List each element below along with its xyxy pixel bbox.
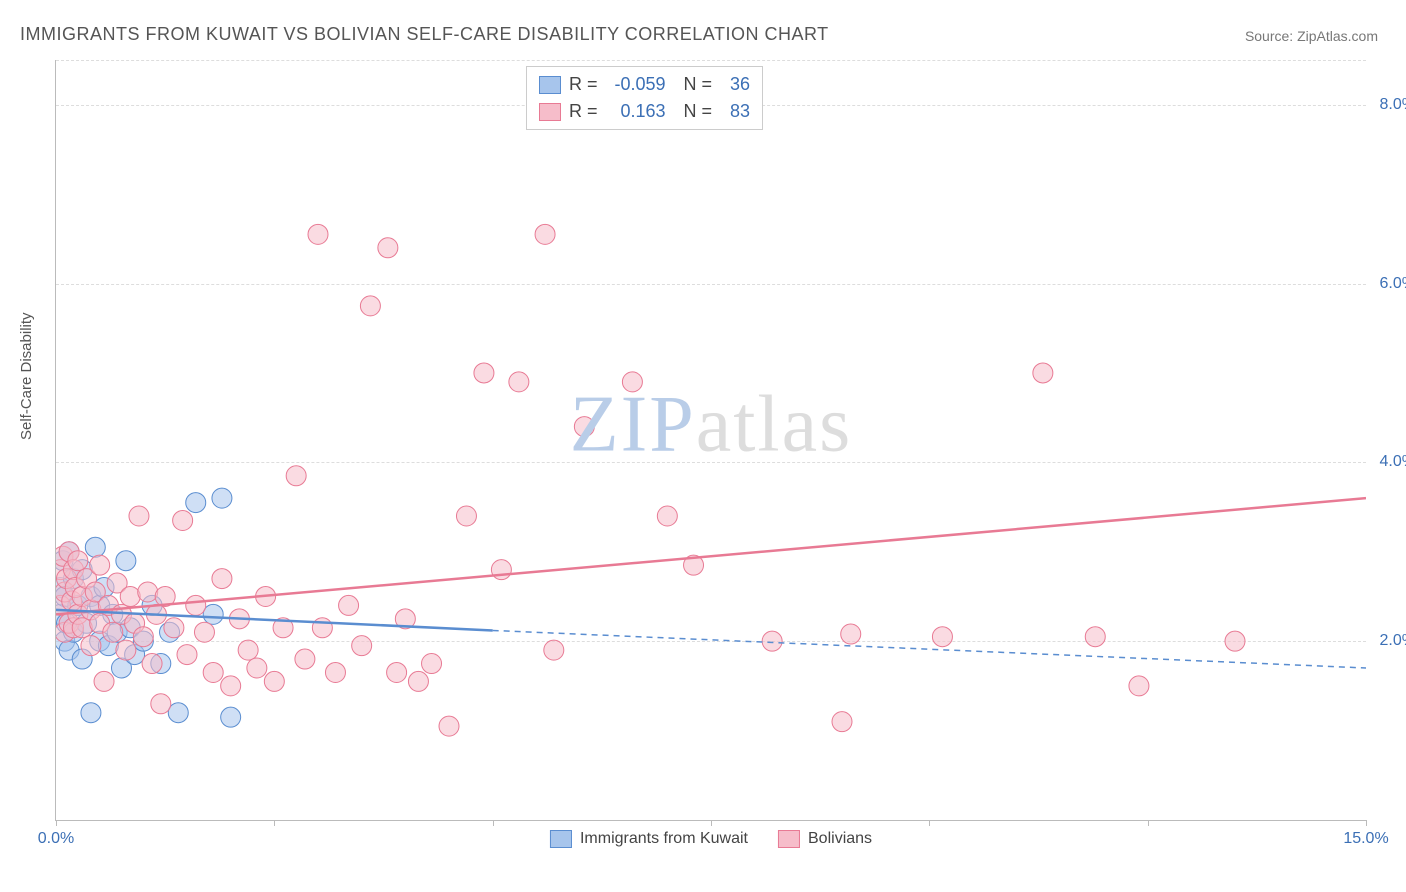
scatter-point-bolivians [657, 506, 677, 526]
scatter-point-kuwait [85, 537, 105, 557]
scatter-point-kuwait [116, 551, 136, 571]
chart-title: IMMIGRANTS FROM KUWAIT VS BOLIVIAN SELF-… [20, 24, 829, 45]
scatter-point-bolivians [120, 586, 140, 606]
scatter-point-bolivians [1085, 627, 1105, 647]
y-tick-label: 4.0% [1371, 453, 1406, 471]
swatch-kuwait [539, 76, 561, 94]
scatter-point-bolivians [456, 506, 476, 526]
scatter-point-bolivians [194, 622, 214, 642]
scatter-point-bolivians [312, 618, 332, 638]
scatter-point-bolivians [408, 671, 428, 691]
scatter-point-bolivians [186, 595, 206, 615]
scatter-point-bolivians [378, 238, 398, 258]
scatter-point-bolivians [387, 662, 407, 682]
legend-item-kuwait: Immigrants from Kuwait [550, 830, 748, 848]
scatter-point-bolivians [308, 224, 328, 244]
scatter-point-bolivians [352, 636, 372, 656]
swatch-bolivians [539, 103, 561, 121]
scatter-point-bolivians [286, 466, 306, 486]
scatter-point-kuwait [221, 707, 241, 727]
scatter-point-bolivians [173, 510, 193, 530]
scatter-point-bolivians [932, 627, 952, 647]
scatter-point-bolivians [339, 595, 359, 615]
x-tick-label: 0.0% [38, 830, 74, 848]
scatter-point-bolivians [212, 569, 232, 589]
scatter-point-bolivians [841, 624, 861, 644]
legend-item-bolivians: Bolivians [778, 830, 872, 848]
scatter-point-bolivians [221, 676, 241, 696]
x-tick [493, 820, 494, 826]
scatter-point-kuwait [212, 488, 232, 508]
legend-label: Immigrants from Kuwait [580, 830, 748, 848]
scatter-point-bolivians [164, 618, 184, 638]
y-tick-label: 2.0% [1371, 632, 1406, 650]
trendline-bolivians [56, 498, 1366, 614]
scatter-point-bolivians [68, 551, 88, 571]
scatter-point-bolivians [138, 582, 158, 602]
x-tick [1148, 820, 1149, 826]
scatter-point-bolivians [129, 506, 149, 526]
plot-area: ZIPatlas R = -0.059 N = 36 R = 0.163 N =… [55, 60, 1366, 821]
scatter-point-bolivians [264, 671, 284, 691]
scatter-point-bolivians [133, 627, 153, 647]
y-tick-label: 8.0% [1371, 96, 1406, 114]
scatter-point-bolivians [509, 372, 529, 392]
legend: Immigrants from Kuwait Bolivians [550, 830, 872, 848]
x-tick [56, 820, 57, 826]
legend-label: Bolivians [808, 830, 872, 848]
stats-row-bolivians: R = 0.163 N = 83 [539, 98, 750, 125]
scatter-point-bolivians [1225, 631, 1245, 651]
scatter-point-bolivians [535, 224, 555, 244]
scatter-point-bolivians [203, 662, 223, 682]
scatter-point-bolivians [94, 671, 114, 691]
scatter-point-bolivians [151, 694, 171, 714]
scatter-point-bolivians [177, 645, 197, 665]
legend-swatch-bolivians [778, 830, 800, 848]
scatter-point-bolivians [439, 716, 459, 736]
scatter-point-bolivians [762, 631, 782, 651]
scatter-point-bolivians [574, 417, 594, 437]
y-tick-label: 6.0% [1371, 275, 1406, 293]
scatter-point-bolivians [422, 654, 442, 674]
scatter-point-kuwait [203, 604, 223, 624]
x-tick [1366, 820, 1367, 826]
scatter-point-bolivians [360, 296, 380, 316]
scatter-point-bolivians [116, 640, 136, 660]
scatter-point-bolivians [295, 649, 315, 669]
scatter-point-kuwait [168, 703, 188, 723]
scatter-point-bolivians [1033, 363, 1053, 383]
scatter-point-bolivians [325, 662, 345, 682]
stats-row-kuwait: R = -0.059 N = 36 [539, 71, 750, 98]
scatter-point-kuwait [186, 493, 206, 513]
x-tick [711, 820, 712, 826]
x-tick [274, 820, 275, 826]
scatter-point-bolivians [81, 636, 101, 656]
scatter-point-bolivians [90, 555, 110, 575]
scatter-point-bolivians [72, 618, 92, 638]
scatter-point-bolivians [832, 712, 852, 732]
scatter-point-bolivians [238, 640, 258, 660]
scatter-svg [56, 60, 1366, 820]
scatter-point-bolivians [474, 363, 494, 383]
x-tick-label: 15.0% [1343, 830, 1388, 848]
legend-swatch-kuwait [550, 830, 572, 848]
scatter-point-bolivians [103, 622, 123, 642]
y-axis-label: Self-Care Disability [18, 312, 35, 440]
scatter-point-kuwait [81, 703, 101, 723]
scatter-point-bolivians [1129, 676, 1149, 696]
x-tick [929, 820, 930, 826]
scatter-point-bolivians [247, 658, 267, 678]
correlation-stats-box: R = -0.059 N = 36 R = 0.163 N = 83 [526, 66, 763, 130]
source-attribution: Source: ZipAtlas.com [1245, 28, 1378, 44]
scatter-point-bolivians [544, 640, 564, 660]
scatter-point-bolivians [142, 654, 162, 674]
scatter-point-bolivians [622, 372, 642, 392]
